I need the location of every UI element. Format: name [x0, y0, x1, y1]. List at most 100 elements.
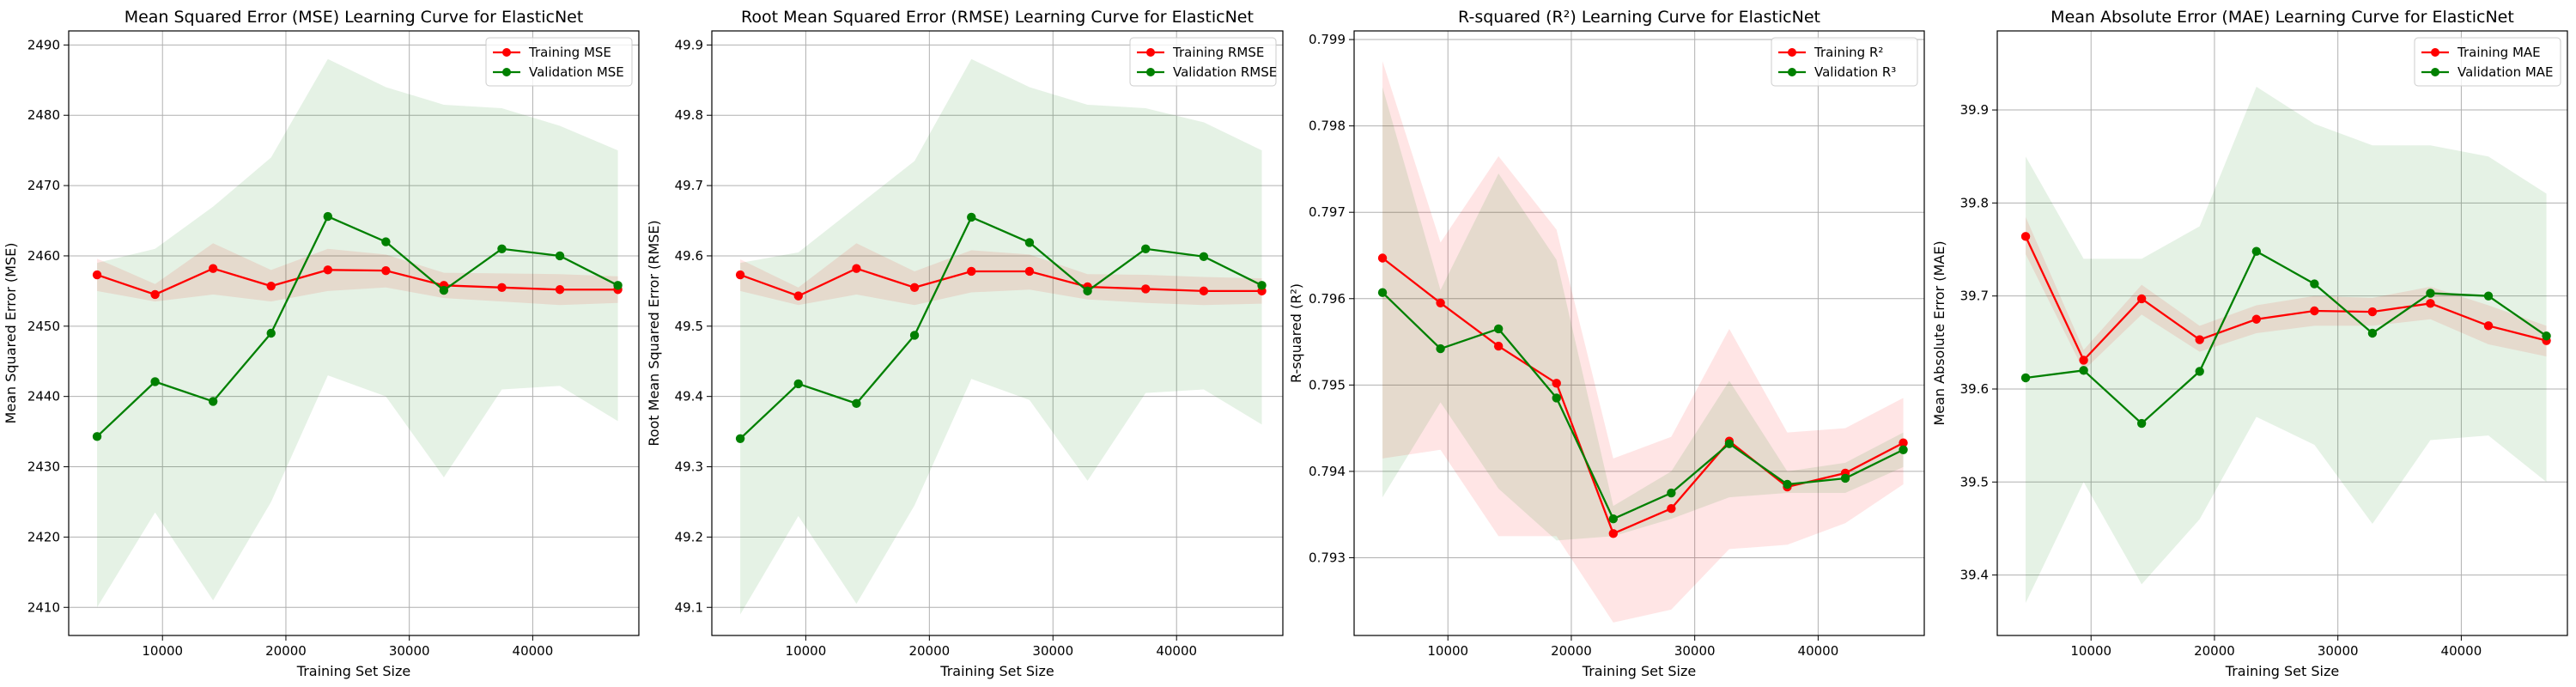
data-point [2367, 328, 2378, 338]
data-point [2426, 299, 2435, 308]
data-point [323, 265, 333, 275]
data-point [1899, 445, 1908, 454]
y-tick-label: 2460 [27, 248, 60, 264]
data-point [381, 265, 391, 276]
y-axis-label: R-squared (R²) [1288, 283, 1304, 383]
data-point [2483, 291, 2494, 301]
y-tick-label: 0.796 [1309, 291, 1346, 307]
x-axis-label: Training Set Size [2225, 663, 2339, 679]
x-axis-label: Training Set Size [939, 663, 1054, 679]
series-band-2 [740, 58, 1262, 615]
data-point [266, 328, 276, 338]
y-tick-label: 39.7 [1960, 289, 1989, 304]
data-point [1377, 288, 1388, 297]
legend: Training MSE Validation MSE [485, 37, 633, 87]
data-point [2136, 418, 2147, 429]
y-tick-label: 0.793 [1309, 550, 1346, 565]
y-tick-label: 39.6 [1960, 381, 1989, 397]
legend-label: Validation MAE [2458, 64, 2554, 80]
y-tick-label: 0.795 [1309, 377, 1346, 392]
series-line-1 [1382, 257, 1905, 535]
data-point [967, 266, 976, 277]
chart-title: R-squared (R²) Learning Curve for Elasti… [1458, 8, 1820, 27]
x-tick-label: 40000 [2441, 643, 2482, 659]
chart-panel-3: 10000 20000 30000 40000 0.793 0.794 0.795 0.796… [1288, 8, 1925, 679]
legend-marker-swatch [2431, 48, 2439, 57]
data-point [735, 434, 745, 443]
legend-label: Training MAE [2457, 45, 2541, 60]
data-point [735, 270, 745, 280]
plot-frame [68, 30, 640, 636]
series-line-1 [2025, 235, 2547, 362]
data-point [1141, 244, 1151, 253]
data-point [2020, 232, 2031, 241]
data-point [381, 237, 391, 246]
data-point [1724, 439, 1735, 448]
chart-title: Mean Absolute Error (MAE) Learning Curve… [2050, 8, 2514, 27]
data-point [793, 379, 803, 389]
legend-marker-swatch [1146, 48, 1155, 57]
data-point [1608, 514, 1619, 524]
data-point [613, 281, 623, 290]
chart-panel-2: 10000 20000 30000 40000 49.1 49.2 49.3 49.4 49.5… [646, 8, 1284, 679]
data-point [1024, 266, 1035, 277]
y-tick-label: 39.9 [1960, 102, 1989, 118]
legend-label: Training RMSE [1172, 45, 1264, 60]
x-tick-label: 20000 [1551, 643, 1592, 659]
data-point [266, 281, 276, 291]
series-band-2 [2026, 86, 2547, 604]
y-tick-label: 39.8 [1960, 195, 1989, 210]
data-point [150, 377, 160, 386]
data-point [852, 264, 861, 273]
data-point [2079, 366, 2088, 375]
legend: Training MAE Validation MAE [2414, 37, 2561, 87]
data-point [1024, 238, 1035, 247]
legend: Training R² Validation R³ [1771, 37, 1918, 87]
data-point [2251, 314, 2262, 324]
x-tick-label: 10000 [786, 643, 827, 659]
y-tick-label: 49.1 [675, 599, 703, 615]
legend-label: Validation MSE [529, 64, 624, 80]
chart-panel-4: 10000 20000 30000 40000 39.4 39.5 39.6 39.7 39.8… [1931, 8, 2568, 679]
y-tick-label: 2480 [27, 107, 60, 123]
y-tick-label: 0.797 [1309, 204, 1346, 220]
x-tick-label: 30000 [2318, 643, 2359, 659]
legend-label: Validation R³ [1814, 64, 1896, 80]
y-tick-label: 0.794 [1309, 464, 1346, 479]
data-point [2020, 373, 2031, 383]
chart-panel-1: 10000 20000 30000 40000 2410 2420 2430 2440 2450… [3, 8, 640, 679]
plot-frame [1353, 30, 1925, 636]
legend-marker-swatch [1788, 48, 1796, 57]
x-axis-label: Training Set Size [296, 663, 410, 679]
data-point [92, 270, 102, 280]
data-point [92, 432, 102, 441]
data-point [439, 285, 449, 295]
y-tick-label: 49.6 [675, 248, 703, 264]
y-axis-label: Mean Absolute Error (MAE) [1931, 240, 1947, 425]
legend-label: Validation RMSE [1173, 64, 1277, 80]
series-line-2 [739, 216, 1263, 440]
series-line-1 [739, 267, 1262, 297]
data-point [555, 251, 565, 261]
data-point [1257, 281, 1267, 290]
y-tick-label: 2440 [27, 389, 60, 404]
data-point [1493, 341, 1504, 351]
y-tick-label: 49.3 [675, 459, 703, 475]
legend: Training RMSE Validation RMSE [1129, 37, 1277, 87]
series-line-2 [1382, 291, 1905, 520]
data-point [2426, 289, 2435, 298]
series-line-1 [96, 267, 618, 296]
y-tick-label: 39.5 [1960, 474, 1989, 489]
data-point [1493, 324, 1504, 334]
series-line-2 [96, 215, 619, 438]
data-point [1552, 379, 1561, 388]
plot-frame [1996, 30, 2568, 636]
y-tick-label: 49.9 [675, 37, 703, 52]
data-point [497, 244, 507, 253]
data-point [497, 283, 507, 292]
y-tick-label: 39.4 [1960, 568, 1989, 583]
data-point [2483, 321, 2494, 331]
data-point [1840, 473, 1850, 483]
series-band-1 [97, 243, 618, 306]
data-point [2310, 306, 2319, 316]
